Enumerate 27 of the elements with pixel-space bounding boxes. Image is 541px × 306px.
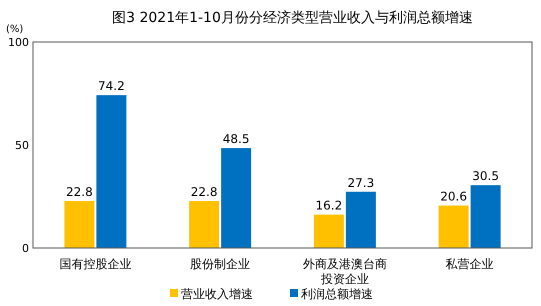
x-tick-label: 国有控股企业 bbox=[59, 257, 132, 271]
x-tick-label: 外商及港澳台商投资企业 bbox=[302, 257, 387, 286]
y-axis-title: (%) bbox=[6, 24, 24, 35]
bar bbox=[189, 201, 220, 248]
bar bbox=[438, 206, 469, 248]
bar bbox=[346, 192, 376, 248]
y-tick-label: 50 bbox=[15, 139, 29, 152]
y-tick-label: 100 bbox=[8, 36, 29, 49]
chart-title: 图3 2021年1-10月份分经济类型营业收入与利润总额增速 bbox=[112, 10, 473, 26]
data-label: 20.6 bbox=[440, 190, 467, 204]
data-label: 22.8 bbox=[66, 185, 93, 200]
legend-label: 利润总额增速 bbox=[301, 287, 373, 301]
data-label: 16.2 bbox=[316, 198, 342, 213]
data-label: 48.5 bbox=[222, 132, 250, 146]
data-label: 74.2 bbox=[98, 79, 125, 94]
y-tick-label: 0 bbox=[22, 242, 29, 255]
bar bbox=[96, 95, 126, 248]
data-label: 30.5 bbox=[472, 169, 499, 184]
bar bbox=[314, 214, 344, 248]
bar bbox=[470, 185, 501, 248]
x-tick-label: 私营企业 bbox=[446, 257, 494, 271]
bar bbox=[221, 148, 252, 248]
bar bbox=[64, 201, 94, 248]
data-label: 27.3 bbox=[348, 176, 374, 190]
data-label: 22.8 bbox=[190, 185, 218, 200]
legend-label: 营业收入增速 bbox=[181, 287, 253, 301]
x-tick-label: 股份制企业 bbox=[190, 257, 250, 271]
